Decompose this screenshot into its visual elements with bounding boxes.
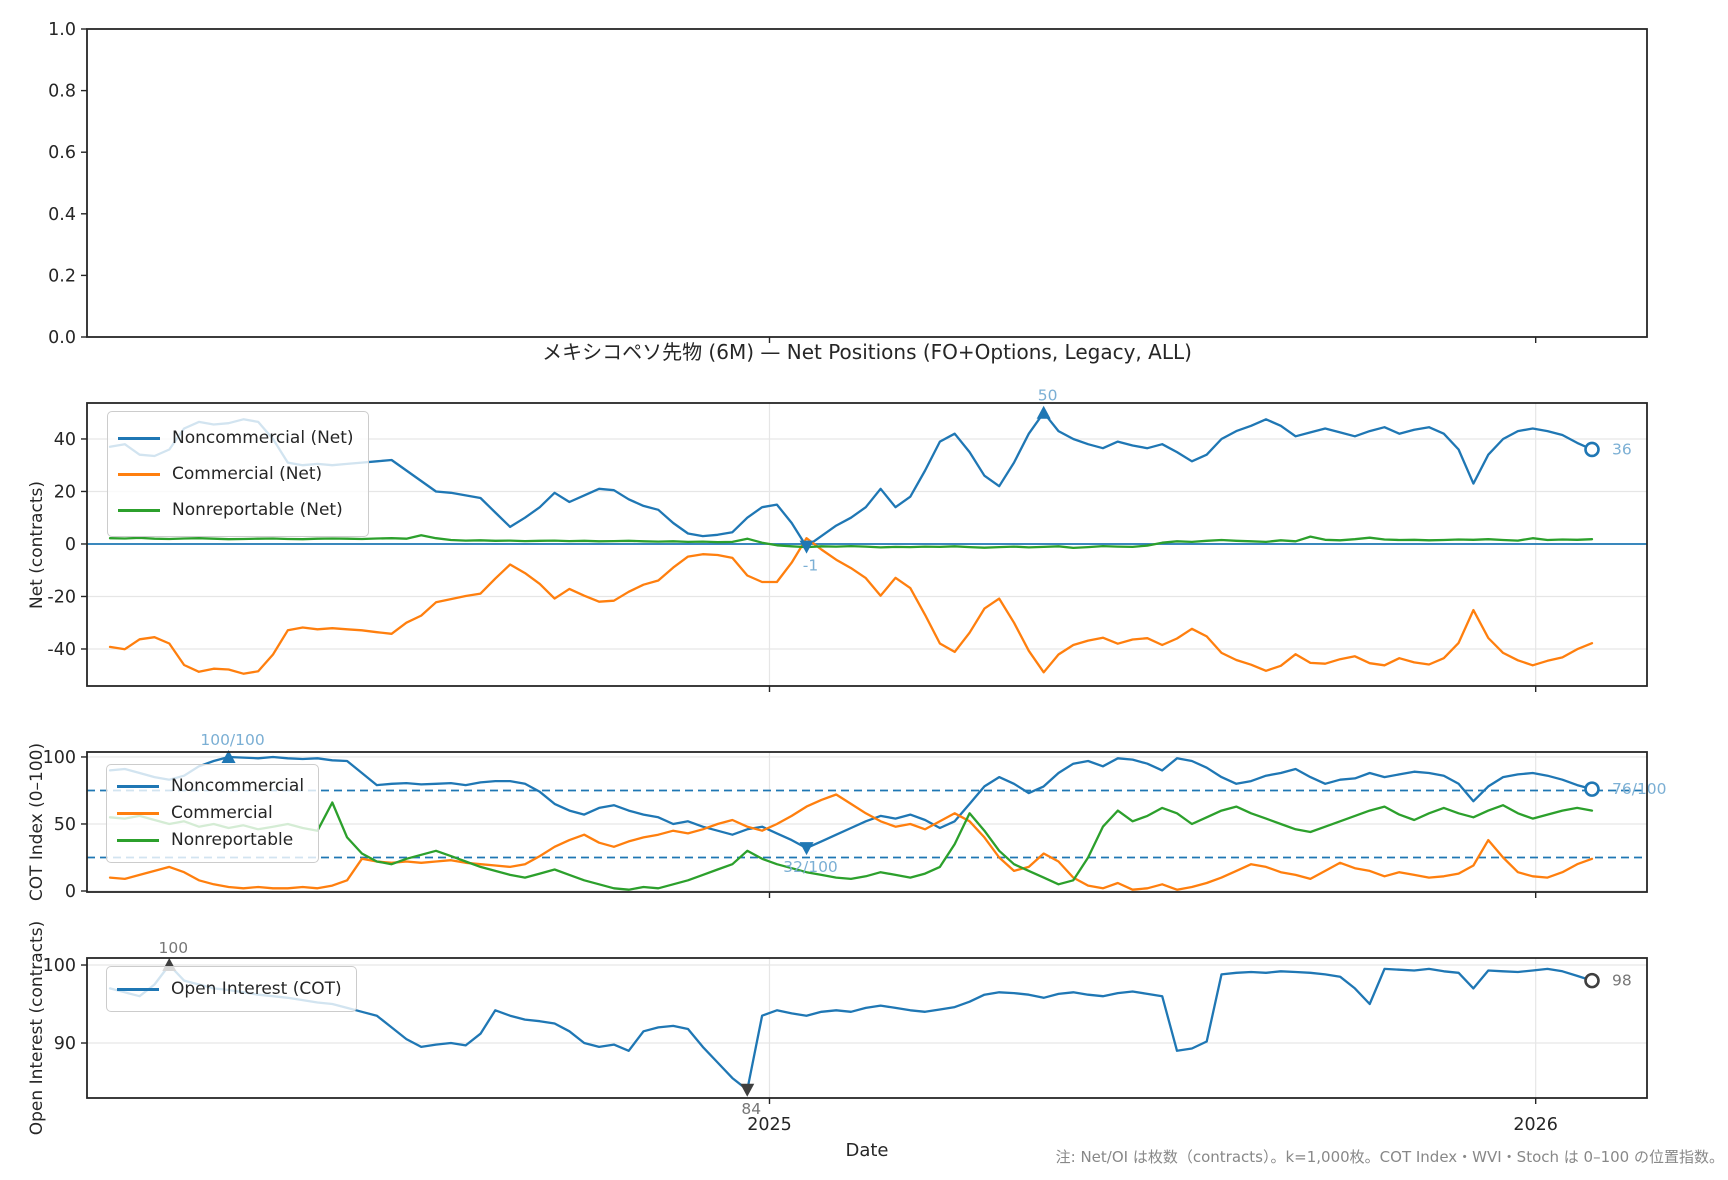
legend-item: Commercial: [117, 800, 304, 827]
series-line: [108, 537, 1594, 675]
y-axis-label-open-interest: Open Interest (contracts): [27, 920, 47, 1136]
x-axis-label: Date: [845, 1140, 889, 1161]
legend-label: Noncommercial: [171, 776, 305, 796]
y-tick-label: 20: [54, 482, 76, 502]
line-sample-icon: [117, 812, 159, 815]
y-tick-label: -40: [47, 640, 76, 660]
series-line: [108, 755, 1594, 850]
series-line: [108, 801, 1594, 891]
legend-cot-index: Noncommercial Commercial Nonreportable: [106, 764, 320, 863]
legend-label: Nonreportable (Net): [172, 500, 343, 520]
plot-panel-cot_index: 100/100 32/100 76/100 100 50 0: [43, 731, 1667, 902]
legend-item: Commercial (Net): [118, 456, 354, 492]
line-sample-icon: [117, 839, 159, 842]
legend-label: Nonreportable: [171, 830, 294, 850]
annotation-label: 100/100: [200, 731, 264, 749]
legend-net-positions: Noncommercial (Net) Commercial (Net) Non…: [107, 411, 369, 537]
y-tick-label: 90: [54, 1034, 76, 1054]
annotation-label: 50: [1038, 387, 1058, 405]
y-tick-label: 0.0: [48, 328, 76, 348]
y-tick-label: 0.8: [48, 82, 76, 102]
x-tick-label: 2025: [747, 1115, 792, 1135]
annotation-label: 76/100: [1612, 780, 1667, 798]
plot-panel-net: 50 -1 36 40 20 0 -20 -40: [47, 387, 1648, 692]
y-tick-label: 40: [54, 430, 76, 450]
legend-label: Noncommercial (Net): [172, 428, 354, 448]
legend-label: Commercial: [171, 803, 273, 823]
annotation-label: 32/100: [783, 858, 838, 876]
annotation-label: 100: [158, 939, 188, 957]
annotation-label: -1: [803, 557, 818, 575]
line-sample-icon: [117, 785, 159, 788]
legend-item: Nonreportable: [117, 827, 304, 854]
line-sample-icon: [117, 987, 159, 991]
line-sample-icon: [118, 436, 160, 440]
annotation-label: 84: [741, 1100, 761, 1118]
legend-label: Open Interest (COT): [171, 979, 342, 999]
legend-item: Noncommercial: [117, 773, 304, 800]
y-tick-label: 0: [65, 535, 76, 555]
y-tick-label: 100: [43, 956, 76, 976]
y-tick-label: -20: [47, 587, 76, 607]
y-tick-label: 0.4: [48, 205, 76, 225]
footnote: 注: Net/OI は枚数（contracts）。k=1,000枚。COT In…: [1055, 1148, 1724, 1166]
series-line: [108, 534, 1594, 550]
y-tick-label: 0.2: [48, 266, 76, 286]
y-tick-label: 100: [43, 748, 76, 768]
y-tick-label: 0: [65, 882, 76, 902]
legend-item: Noncommercial (Net): [118, 420, 354, 456]
plot-panel-placeholder: 1.0 0.8 0.6 0.4 0.2 0.0: [48, 20, 1648, 348]
annotation-label: 98: [1612, 972, 1632, 990]
y-tick-label: 50: [54, 815, 76, 835]
legend-item: Open Interest (COT): [117, 975, 342, 1003]
legend-label: Commercial (Net): [172, 464, 323, 484]
series-line: [108, 963, 1594, 1091]
line-sample-icon: [118, 472, 160, 476]
y-axis-label-net: Net (contracts): [27, 481, 47, 609]
line-sample-icon: [118, 508, 160, 512]
series-line: [108, 793, 1594, 891]
legend-open-interest: Open Interest (COT): [106, 966, 357, 1012]
chart-title: メキシコペソ先物 (6M) — Net Positions (FO+Option…: [542, 340, 1192, 364]
plot-panel-open_interest: 100 84 98 100 90 2025 2026: [43, 939, 1648, 1135]
annotation-label: 36: [1612, 440, 1632, 458]
y-tick-label: 1.0: [48, 20, 76, 40]
x-tick-label: 2026: [1513, 1115, 1558, 1135]
y-tick-label: 0.6: [48, 143, 76, 163]
legend-item: Nonreportable (Net): [118, 492, 354, 528]
